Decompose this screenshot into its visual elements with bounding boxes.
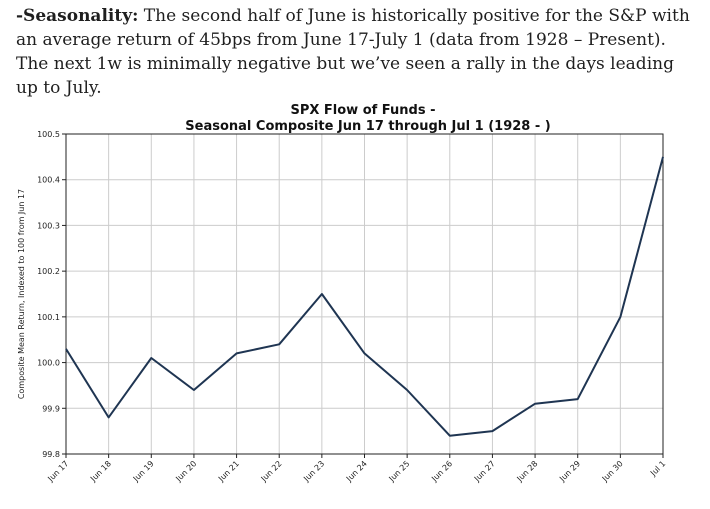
y-tick-label: 100.5 bbox=[37, 130, 60, 139]
x-tick-label: Jun 18 bbox=[88, 459, 113, 484]
chart-title: SPX Flow of Funds - bbox=[290, 103, 435, 118]
series-line bbox=[65, 156, 664, 437]
x-tick-label: Jun 26 bbox=[429, 459, 454, 484]
x-tick-label: Jun 17 bbox=[45, 459, 70, 484]
y-tick-label: 100.4 bbox=[37, 176, 60, 185]
y-tick-label: 99.9 bbox=[42, 404, 60, 413]
x-axis-ticks: Jun 17 Jun 18 Jun 19 Jun 20 Jun 21 Jun 22 Jun … bbox=[45, 454, 667, 484]
y-tick-label: 100.2 bbox=[37, 267, 60, 276]
x-tick-label: Jun 22 bbox=[259, 459, 284, 484]
y-axis-ticks: 99.8 99.9 100.0 100.1 100.2 100.3 100.4 100.5 bbox=[37, 130, 66, 459]
x-tick-label: Jun 19 bbox=[131, 459, 156, 484]
y-tick-label: 99.8 bbox=[42, 450, 60, 459]
x-tick-label: Jun 29 bbox=[557, 459, 582, 484]
x-tick-label: Jun 21 bbox=[216, 459, 241, 484]
x-tick-label: Jun 28 bbox=[515, 459, 540, 484]
x-tick-label: Jun 23 bbox=[301, 459, 326, 484]
y-tick-label: 100.0 bbox=[37, 359, 60, 368]
seasonality-note: -Seasonality: The second half of June is… bbox=[16, 4, 696, 100]
grid bbox=[65, 133, 664, 455]
y-axis-label: Composite Mean Return, Indexed to 100 fr… bbox=[17, 189, 26, 399]
seasonality-text: The second half of June is historically … bbox=[16, 6, 690, 98]
seasonality-label: -Seasonality: bbox=[16, 6, 139, 26]
y-tick-label: 100.3 bbox=[37, 221, 60, 230]
x-tick-label: Jun 20 bbox=[173, 459, 198, 484]
chart-subtitle: Seasonal Composite Jun 17 through Jul 1 … bbox=[185, 119, 550, 134]
x-tick-label: Jun 25 bbox=[387, 459, 412, 484]
x-tick-label: Jun 30 bbox=[600, 459, 625, 484]
x-tick-label: Jun 24 bbox=[344, 459, 369, 484]
y-tick-label: 100.1 bbox=[37, 313, 60, 322]
chart-svg: SPX Flow of Funds - Seasonal Composite J… bbox=[17, 103, 667, 484]
seasonal-chart: SPX Flow of Funds - Seasonal Composite J… bbox=[0, 96, 710, 504]
x-tick-label: Jul 1 bbox=[648, 459, 667, 478]
x-tick-label: Jun 27 bbox=[472, 459, 497, 484]
